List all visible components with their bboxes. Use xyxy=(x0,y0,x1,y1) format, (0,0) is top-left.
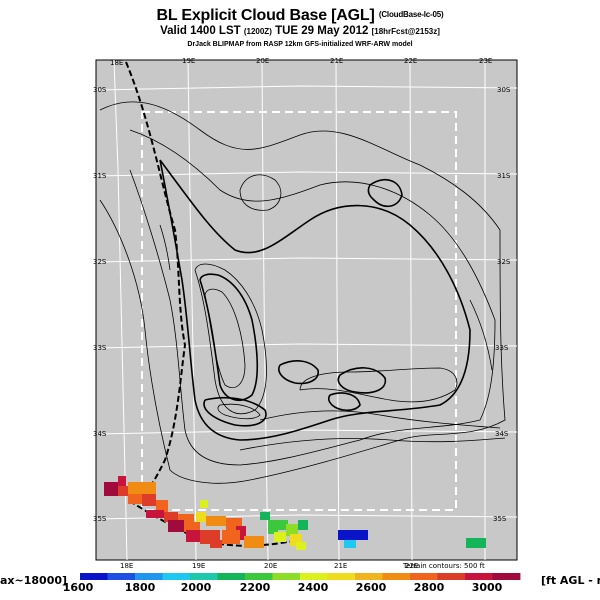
cloud-base-cell xyxy=(268,520,278,534)
lat-right-label: 33S xyxy=(495,344,509,352)
lat-left-label: 31S xyxy=(93,172,107,180)
lat-right-label: 34S xyxy=(495,430,509,438)
lon-top-label: 19E xyxy=(182,57,195,65)
color-scale-labels: 1600 1800 2000 2200 2400 2600 2800 3000 … xyxy=(0,574,600,594)
cloud-base-cell xyxy=(146,510,164,518)
map-subtitle: Valid 1400 LST (1200Z) TUE 29 May 2012 [… xyxy=(0,25,600,37)
valid-time: Valid 1400 LST xyxy=(160,25,241,37)
colorbar-swatch xyxy=(300,573,328,580)
cloud-base-shading xyxy=(104,476,486,550)
lon-top-label: 22E xyxy=(404,57,417,65)
map-title: BL Explicit Cloud Base [AGL] (CloudBase-… xyxy=(0,7,600,25)
cloud-base-cell xyxy=(296,542,306,550)
cloud-base-cell xyxy=(178,514,194,524)
cloud-base-cell xyxy=(128,482,140,494)
cloud-base-cell xyxy=(156,500,168,512)
cloud-base-cell xyxy=(466,538,486,548)
lat-left-label: 34S xyxy=(93,430,107,438)
cloud-base-cell xyxy=(164,512,178,522)
title-text: BL Explicit Cloud Base [AGL] xyxy=(156,7,375,24)
lat-right-label: 32S xyxy=(497,258,511,266)
cloud-base-cell xyxy=(344,540,356,548)
colorbar-swatch xyxy=(190,573,218,580)
colorbar-tick-label: 2800 xyxy=(414,581,445,594)
model-credit: DrJack BLIPMAP from RASP 12km GFS-initia… xyxy=(187,41,413,48)
colorbar-swatch xyxy=(245,573,273,580)
lat-left-label: 32S xyxy=(93,258,107,266)
colorbar-tick-label: 3000 xyxy=(472,581,503,594)
cloud-base-cell xyxy=(128,494,142,504)
colorbar-tick-label: 2200 xyxy=(240,581,271,594)
lon-top-label: 18E xyxy=(110,59,123,67)
colorbar-tick-label: 1800 xyxy=(125,581,156,594)
colorbar-right-label: [ft AGL - m xyxy=(541,574,600,587)
colorbar-swatch xyxy=(355,573,383,580)
lon-top-label: 21E xyxy=(330,57,343,65)
valid-date: TUE 29 May 2012 xyxy=(275,25,369,37)
colorbar-tick-label: 2400 xyxy=(298,581,329,594)
cloud-base-cell xyxy=(244,536,264,548)
lat-right-label: 31S xyxy=(497,172,511,180)
lon-bottom-label: 22E xyxy=(405,562,418,570)
colorbar-swatch xyxy=(162,573,191,580)
cloud-base-cell xyxy=(236,526,246,540)
graticule-labels: 18E 19E 20E 21E 22E 23E 18E 19E 20E 21E … xyxy=(93,57,511,570)
cloud-base-cell xyxy=(260,512,270,520)
cloud-base-cell xyxy=(298,520,308,530)
colorbar-tick-label: 2600 xyxy=(356,581,387,594)
forecast-info: [18hrFcst@2153z] xyxy=(371,27,440,36)
colorbar-swatch xyxy=(107,573,136,580)
lon-bottom-label: 20E xyxy=(264,562,277,570)
title-note: (CloudBase-lc-05) xyxy=(378,10,444,19)
lon-bottom-label: 19E xyxy=(192,562,205,570)
cloud-base-cell xyxy=(210,540,222,548)
colorbar-swatch xyxy=(327,573,356,580)
colorbar-swatch xyxy=(272,573,301,580)
cloud-base-cell xyxy=(222,530,240,544)
map-plot-area xyxy=(95,59,518,561)
cloud-base-cell xyxy=(168,520,184,532)
cloud-base-cell xyxy=(278,520,288,530)
colorbar-swatch xyxy=(465,573,493,580)
cloud-base-cell xyxy=(142,494,156,506)
cloud-base-cell xyxy=(274,532,286,542)
cloud-base-cell xyxy=(286,524,298,536)
lon-top-label: 23E xyxy=(479,57,492,65)
cloud-base-cell xyxy=(104,482,118,496)
colorbar-swatch xyxy=(80,573,108,580)
terrain-contours xyxy=(99,101,506,484)
lat-right-label: 30S xyxy=(497,86,511,94)
lon-bottom-label: 21E xyxy=(334,562,347,570)
colorbar-swatch xyxy=(217,573,246,580)
colorbar-swatch xyxy=(492,573,521,580)
colorbar-swatch xyxy=(382,573,411,580)
colorbar-swatch xyxy=(437,573,466,580)
colorbar-left-label: ax~18000] xyxy=(0,574,67,587)
cloud-base-cell xyxy=(118,476,126,486)
cloud-base-cell xyxy=(200,500,208,508)
colorbar-swatch xyxy=(135,573,163,580)
cloud-base-cell xyxy=(184,522,200,532)
color-scale-bar xyxy=(80,573,521,580)
lat-left-label: 30S xyxy=(93,86,107,94)
terrain-contours-note: Terrain contours: 500 ft xyxy=(402,562,485,570)
lon-bottom-label: 18E xyxy=(120,562,133,570)
cloud-base-cell xyxy=(338,530,368,540)
lat-right-label: 35S xyxy=(493,515,507,523)
cloud-base-cell xyxy=(118,486,128,496)
lat-left-label: 33S xyxy=(93,344,107,352)
lat-left-label: 35S xyxy=(93,515,107,523)
cloud-base-cell xyxy=(196,512,206,522)
colorbar-tick-label: 1600 xyxy=(63,581,94,594)
cloud-base-cell xyxy=(140,482,156,494)
inner-domain-boundary xyxy=(141,111,457,511)
cloud-base-cell xyxy=(186,530,200,542)
colorbar-swatch xyxy=(410,573,438,580)
cloud-base-cell xyxy=(206,516,226,526)
colorbar-tick-label: 2000 xyxy=(181,581,212,594)
lon-top-label: 20E xyxy=(256,57,269,65)
utc-time: (1200Z) xyxy=(243,27,272,36)
